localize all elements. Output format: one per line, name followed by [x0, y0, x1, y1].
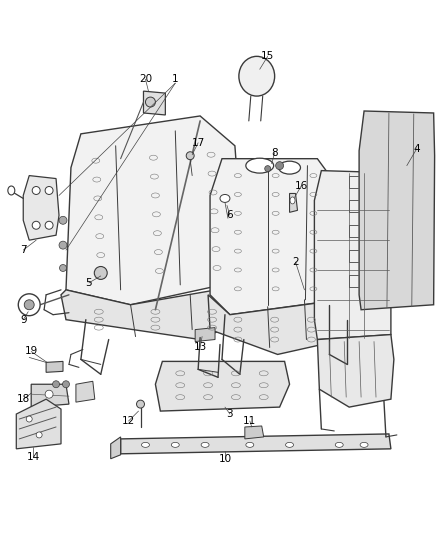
- Ellipse shape: [59, 241, 67, 249]
- Text: 4: 4: [413, 144, 420, 154]
- Text: 16: 16: [295, 181, 308, 190]
- Ellipse shape: [32, 221, 40, 229]
- Ellipse shape: [18, 294, 40, 316]
- Ellipse shape: [45, 221, 53, 229]
- Polygon shape: [210, 159, 339, 314]
- Text: 1: 1: [172, 74, 179, 84]
- Text: 19: 19: [25, 346, 38, 357]
- Ellipse shape: [246, 442, 254, 447]
- Ellipse shape: [246, 158, 274, 173]
- Polygon shape: [195, 328, 215, 342]
- Ellipse shape: [335, 442, 343, 447]
- Polygon shape: [66, 116, 245, 305]
- Polygon shape: [155, 361, 290, 411]
- Ellipse shape: [137, 400, 145, 408]
- Ellipse shape: [45, 390, 53, 398]
- Text: 12: 12: [122, 416, 135, 426]
- Polygon shape: [245, 426, 264, 439]
- Ellipse shape: [141, 442, 149, 447]
- Ellipse shape: [186, 152, 194, 160]
- Ellipse shape: [265, 166, 271, 172]
- Ellipse shape: [145, 97, 155, 107]
- Ellipse shape: [276, 161, 283, 169]
- Text: 5: 5: [85, 278, 92, 288]
- Ellipse shape: [26, 416, 32, 422]
- Polygon shape: [61, 285, 248, 340]
- Text: 20: 20: [139, 74, 152, 84]
- Ellipse shape: [8, 186, 15, 195]
- Ellipse shape: [220, 195, 230, 203]
- Ellipse shape: [36, 432, 42, 438]
- Ellipse shape: [286, 442, 293, 447]
- Ellipse shape: [201, 442, 209, 447]
- Text: 8: 8: [271, 148, 278, 158]
- Polygon shape: [290, 193, 297, 212]
- Ellipse shape: [360, 442, 368, 447]
- Text: 6: 6: [226, 211, 233, 220]
- Ellipse shape: [60, 264, 67, 271]
- Text: 18: 18: [17, 394, 30, 404]
- Text: 17: 17: [191, 138, 205, 148]
- Text: 2: 2: [292, 257, 299, 267]
- Polygon shape: [16, 399, 61, 449]
- Polygon shape: [318, 335, 394, 407]
- Polygon shape: [111, 437, 120, 459]
- Text: 7: 7: [20, 245, 27, 255]
- Text: 9: 9: [20, 314, 27, 325]
- Text: 3: 3: [226, 409, 233, 419]
- Ellipse shape: [171, 442, 179, 447]
- Ellipse shape: [59, 216, 67, 224]
- Ellipse shape: [53, 381, 60, 387]
- Polygon shape: [120, 434, 391, 454]
- Text: 15: 15: [261, 51, 274, 61]
- Ellipse shape: [45, 187, 53, 195]
- Ellipse shape: [24, 300, 34, 310]
- Polygon shape: [208, 295, 344, 354]
- Ellipse shape: [32, 187, 40, 195]
- Text: 11: 11: [243, 416, 256, 426]
- Text: 14: 14: [27, 452, 40, 462]
- Polygon shape: [23, 175, 59, 240]
- Polygon shape: [31, 384, 69, 407]
- Ellipse shape: [94, 266, 107, 279]
- Ellipse shape: [279, 161, 300, 174]
- Polygon shape: [76, 381, 95, 402]
- Ellipse shape: [239, 56, 275, 96]
- Polygon shape: [314, 171, 391, 340]
- Polygon shape: [46, 361, 63, 373]
- Polygon shape: [144, 91, 165, 115]
- Ellipse shape: [290, 197, 295, 204]
- Text: 13: 13: [194, 343, 207, 352]
- Polygon shape: [359, 111, 434, 310]
- Ellipse shape: [63, 381, 70, 387]
- Text: 10: 10: [219, 454, 232, 464]
